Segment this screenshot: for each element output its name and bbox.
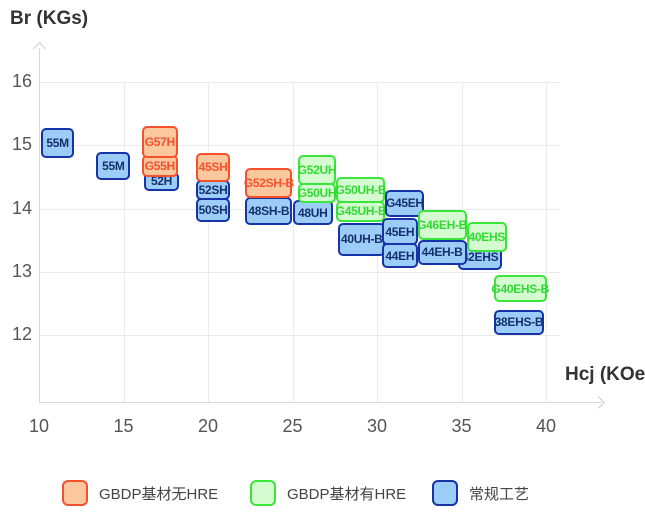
gridline-y-15 [39,145,560,147]
grade-box-40ehs[interactable]: 40EHS [466,221,508,253]
grade-box-50sh[interactable]: 50SH [196,197,230,222]
y-tick-14: 14 [11,197,32,218]
legend-label: GBDP基材有HRE [287,485,407,503]
gridline-y-12 [39,335,560,336]
x-axis-line [39,402,602,403]
x-tick-40: 40 [535,416,557,436]
gridline-y-16 [39,82,560,83]
y-tick-16: 16 [11,71,32,91]
y-axis-title: Br (KGs) [10,8,89,29]
grade-box-g46eh-b[interactable]: G46EH-B [417,209,467,241]
gridline-x-40 [546,82,547,402]
gridline-y-13 [39,271,560,273]
x-tick-35: 35 [451,416,472,436]
grade-box-55m[interactable]: 55M [40,128,75,158]
grade-box-g45eh[interactable]: G45EH [385,190,425,217]
x-tick-10: 10 [28,416,50,436]
grade-box-g50uh-b[interactable]: G50UH-B [336,176,387,203]
x-tick-15: 15 [113,416,134,436]
grade-box-48uh[interactable]: 48UH [292,200,334,225]
y-axis-arrow-icon [33,42,46,55]
legend-swatch-gbdp-hre [250,480,276,506]
legend: GBDP基材无HRE GBDP基材有HRE 常规工艺 [0,480,645,510]
legend-label: 常规工艺 [469,485,530,503]
x-tick-25: 25 [282,416,303,436]
legend-item-gbdp-hre[interactable]: GBDP基材有HRE [250,480,406,506]
grade-box-g45uh-b[interactable]: G45UH-B [336,200,387,222]
grade-box-g50uh[interactable]: G50UH [297,183,337,203]
x-tick-30: 30 [366,416,388,436]
grade-box-g57h[interactable]: G57H [142,126,178,158]
gridline-x-15 [123,82,125,402]
grade-box-44eh-b[interactable]: 44EH-B [417,240,467,265]
x-tick-20: 20 [197,416,219,436]
grade-box-45sh[interactable]: 45SH [196,152,230,182]
grade-box-45eh[interactable]: 45EH [382,217,418,246]
gridline-x-25 [292,82,294,402]
legend-swatch-conventional [432,480,458,506]
grade-box-52sh[interactable]: 52SH [196,180,230,201]
grade-box-55m[interactable]: 55M [96,151,131,181]
legend-item-conventional[interactable]: 常规工艺 [432,480,529,506]
grade-box-g40ehs-b[interactable]: G40EHS-B [491,274,549,303]
y-tick-12: 12 [11,324,32,344]
x-axis-arrow-icon [592,396,605,409]
legend-swatch-gbdp-no-hre [62,480,88,506]
legend-label: GBDP基材无HRE [99,485,219,503]
grade-box-48sh-b[interactable]: 48SH-B [245,197,293,225]
y-axis-line [39,48,40,402]
grade-box-40uh-b[interactable]: 40UH-B [338,223,386,256]
x-axis-title: Hcj (KOe) [565,364,645,385]
grade-box-g52sh-b[interactable]: G52SH-B [244,168,294,198]
grade-box-38ehs-b[interactable]: 38EHS-B [493,309,545,335]
grade-box-44eh[interactable]: 44EH [382,243,418,268]
legend-item-gbdp-no-hre[interactable]: GBDP基材无HRE [62,480,218,506]
grade-box-g55h[interactable]: G55H [142,154,178,177]
gridline-x-20 [208,82,209,402]
y-tick-13: 13 [11,260,32,281]
y-tick-15: 15 [11,134,32,155]
grade-box-g52uh[interactable]: G52UH [297,154,337,186]
